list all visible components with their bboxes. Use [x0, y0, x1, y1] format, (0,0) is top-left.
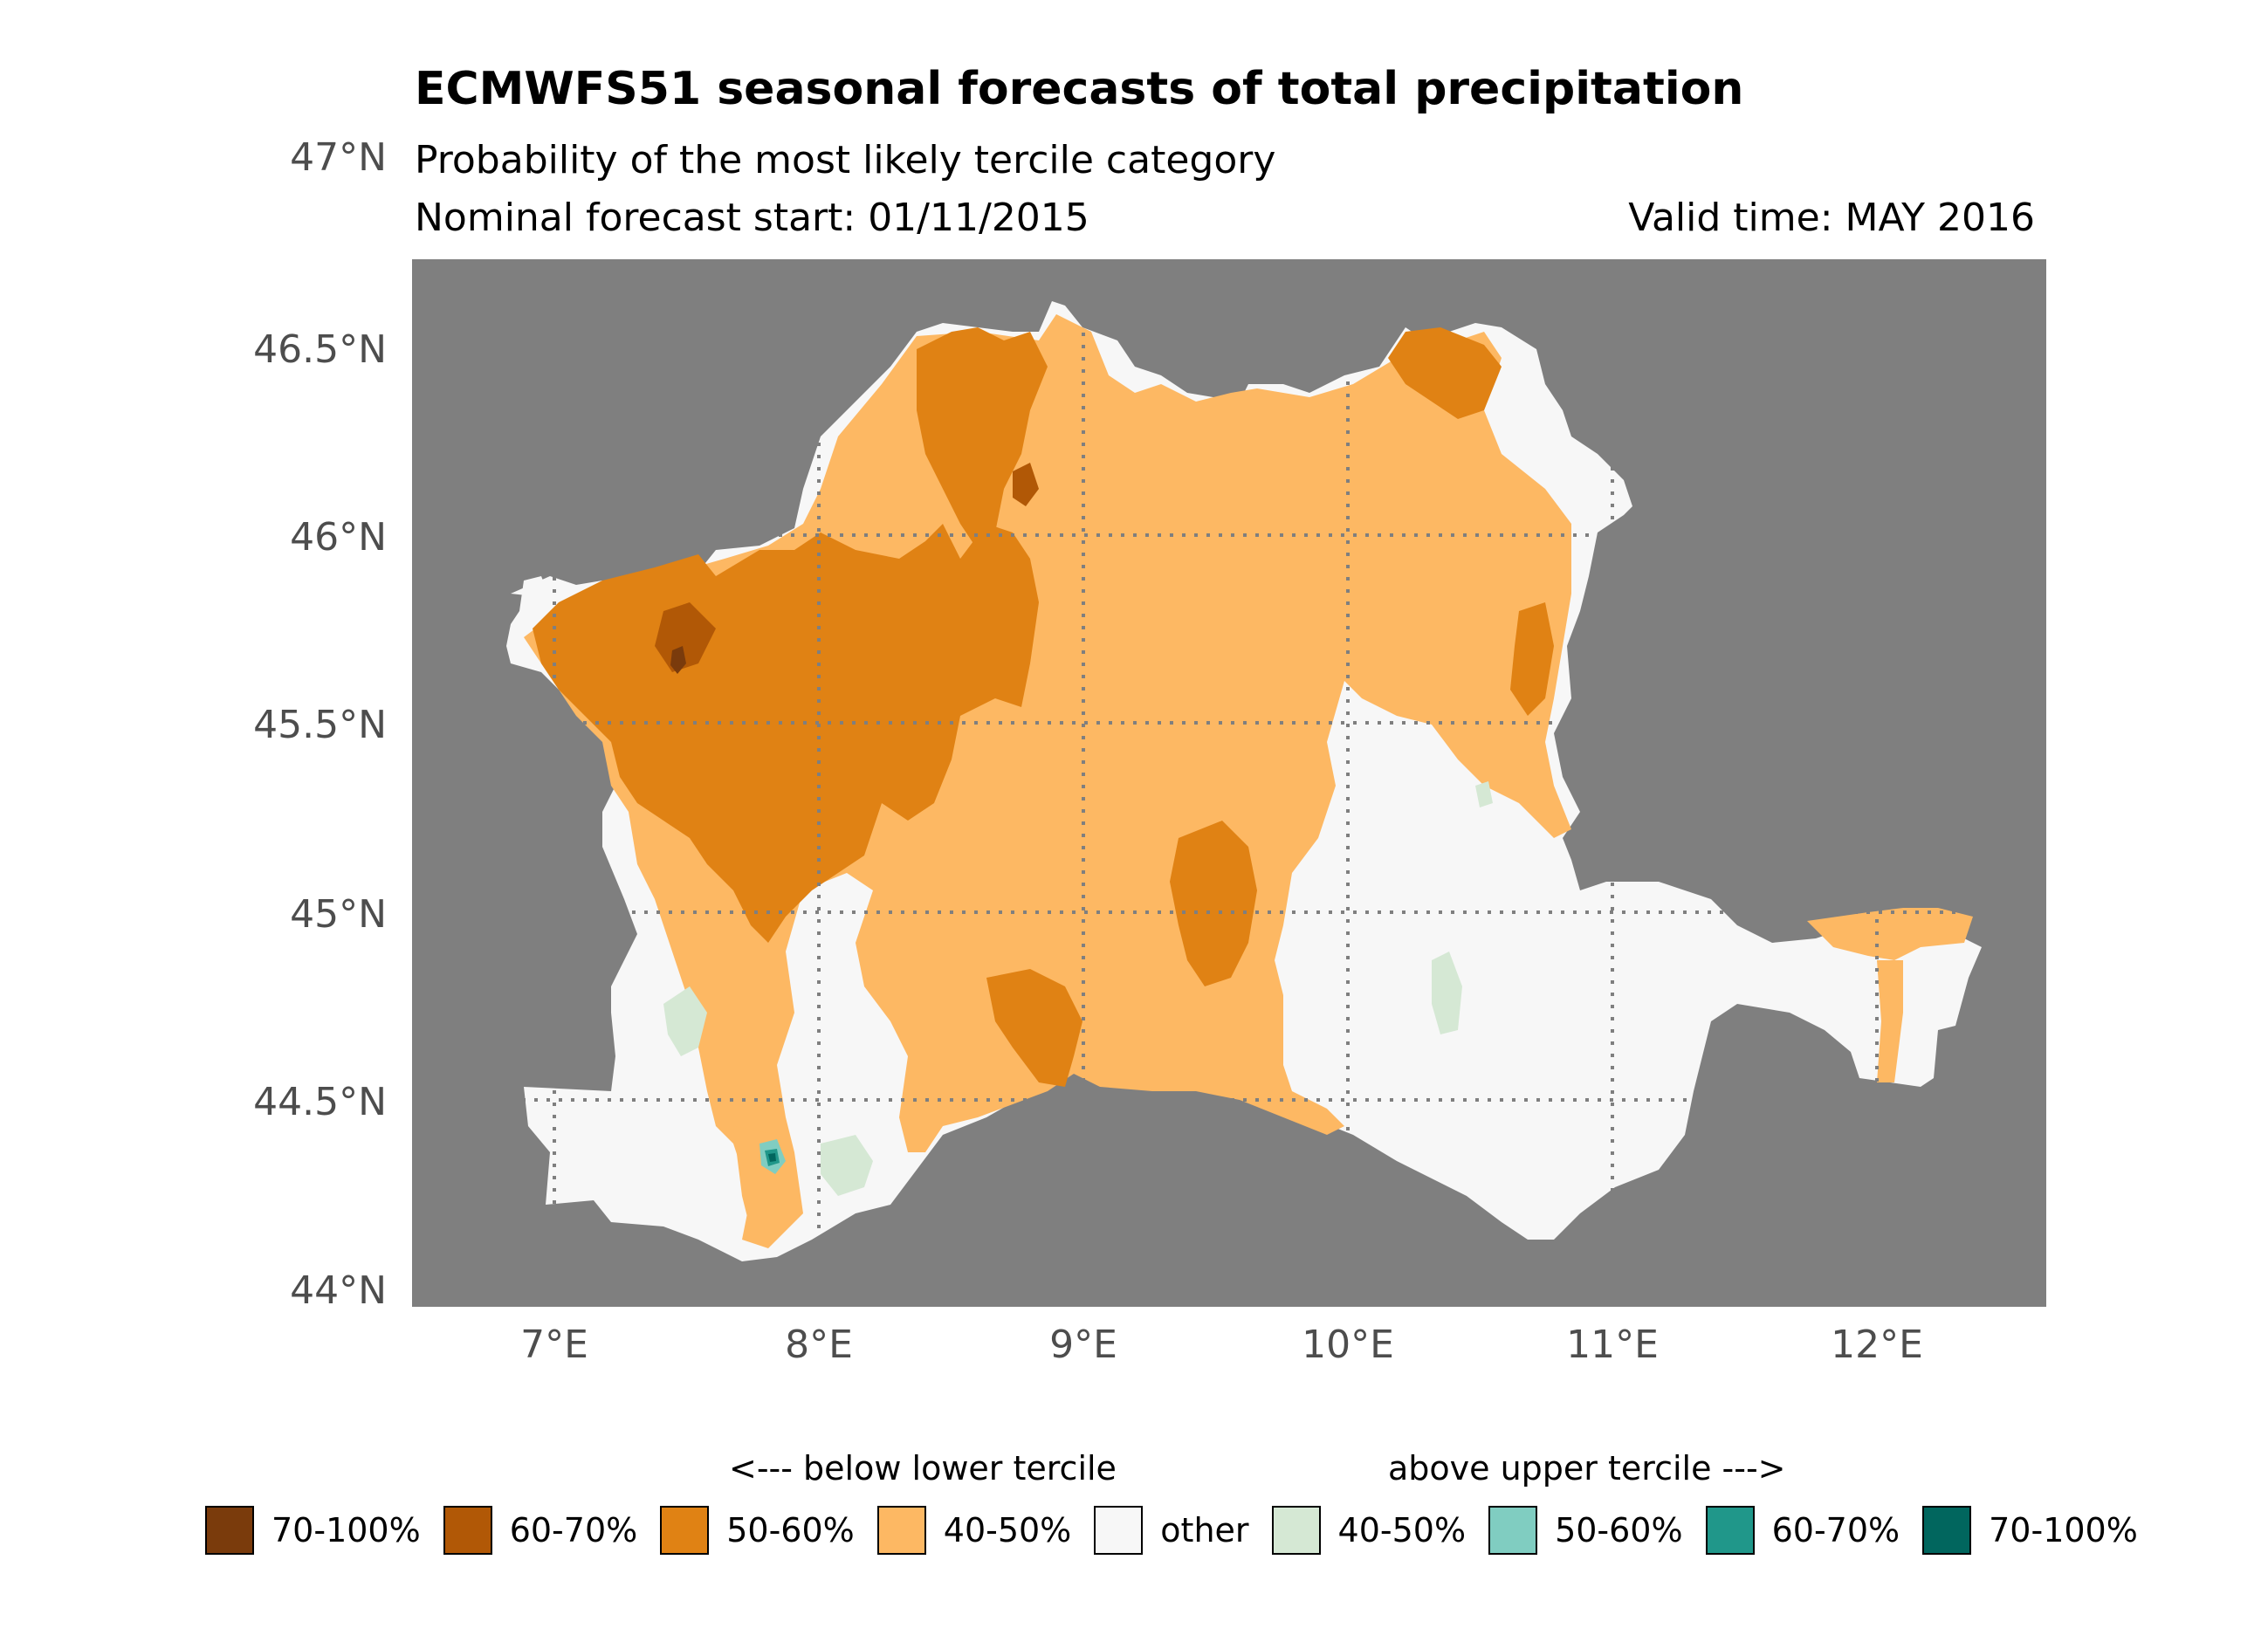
area-above-40-50-d — [1475, 781, 1493, 807]
legend-label: 40-50% — [1337, 1511, 1467, 1549]
valid-time: Valid time: MAY 2016 — [1628, 196, 2035, 240]
legend-item: 40-50% — [1271, 1506, 1467, 1555]
lat-label-44: 44°N — [290, 1268, 387, 1313]
area-below-40-50-east-strip — [1877, 960, 1903, 1082]
legend-below-heading: <--- below lower tercile — [729, 1449, 1117, 1488]
area-below-50-60-south — [986, 969, 1082, 1087]
legend-label: 50-60% — [1555, 1511, 1683, 1549]
area-below-60-70 — [655, 602, 716, 672]
area-below-60-70-b — [1013, 463, 1039, 506]
legend-swatch — [876, 1506, 926, 1555]
legend-item: 50-60% — [1488, 1506, 1683, 1555]
legend-item: other — [1094, 1506, 1249, 1555]
lon-label-10: 10°E — [1302, 1323, 1394, 1367]
area-below-50-60-northeast — [1388, 327, 1502, 419]
chart-subtitle: Probability of the most likely tercile c… — [415, 138, 1276, 182]
legend-swatch — [660, 1506, 710, 1555]
area-above-40-50-b — [821, 1135, 873, 1196]
legend-label: other — [1160, 1511, 1249, 1549]
chart-title: ECMWFS51 seasonal forecasts of total pre… — [415, 63, 1744, 115]
area-above-70-100 — [768, 1153, 776, 1162]
legend-swatch — [205, 1506, 254, 1555]
area-below-40-50-east — [1807, 908, 1973, 960]
legend-swatch — [443, 1506, 492, 1555]
area-below-50-60-north — [917, 327, 1048, 550]
legend-label: 50-60% — [726, 1511, 855, 1549]
legend-item: 70-100% — [205, 1506, 421, 1555]
legend-above-heading: above upper tercile ---> — [1388, 1449, 1786, 1488]
area-below-50-60-center — [1170, 821, 1257, 986]
legend: 70-100% 60-70% 50-60% 40-50% other 40-50% 50-6… — [205, 1506, 2161, 1555]
lat-label-44-5: 44.5°N — [253, 1080, 387, 1124]
lon-label-8: 8°E — [785, 1323, 853, 1367]
legend-swatch — [1271, 1506, 1321, 1555]
area-above-40-50-c — [1432, 952, 1462, 1034]
legend-label: 70-100% — [271, 1511, 421, 1549]
legend-item: 60-70% — [1705, 1506, 1900, 1555]
legend-swatch — [1922, 1506, 1972, 1555]
legend-swatch — [1094, 1506, 1144, 1555]
lon-label-12: 12°E — [1831, 1323, 1923, 1367]
area-below-50-60-east — [1510, 602, 1554, 716]
lat-label-45: 45°N — [290, 892, 387, 937]
legend-item: 70-100% — [1922, 1506, 2138, 1555]
lon-label-9: 9°E — [1049, 1323, 1117, 1367]
lat-label-47: 47°N — [290, 135, 387, 180]
area-above-40-50-a — [663, 986, 707, 1056]
legend-swatch — [1488, 1506, 1538, 1555]
graticule — [412, 259, 2046, 1307]
legend-swatch — [1705, 1506, 1755, 1555]
lon-label-11: 11°E — [1566, 1323, 1659, 1367]
lat-label-46: 46°N — [290, 515, 387, 560]
area-below-70-100 — [670, 646, 686, 674]
legend-label: 60-70% — [1771, 1511, 1900, 1549]
forecast-start: Nominal forecast start: 01/11/2015 — [415, 196, 1089, 240]
legend-item: 50-60% — [660, 1506, 855, 1555]
area-below-40-50 — [524, 314, 1571, 1248]
legend-label: 70-100% — [1989, 1511, 2138, 1549]
legend-label: 40-50% — [943, 1511, 1072, 1549]
legend-item: 40-50% — [876, 1506, 1072, 1555]
lat-label-46-5: 46.5°N — [253, 327, 387, 372]
legend-label: 60-70% — [509, 1511, 638, 1549]
lat-label-45-5: 45.5°N — [253, 703, 387, 747]
legend-item: 60-70% — [443, 1506, 638, 1555]
lon-label-7: 7°E — [520, 1323, 588, 1367]
